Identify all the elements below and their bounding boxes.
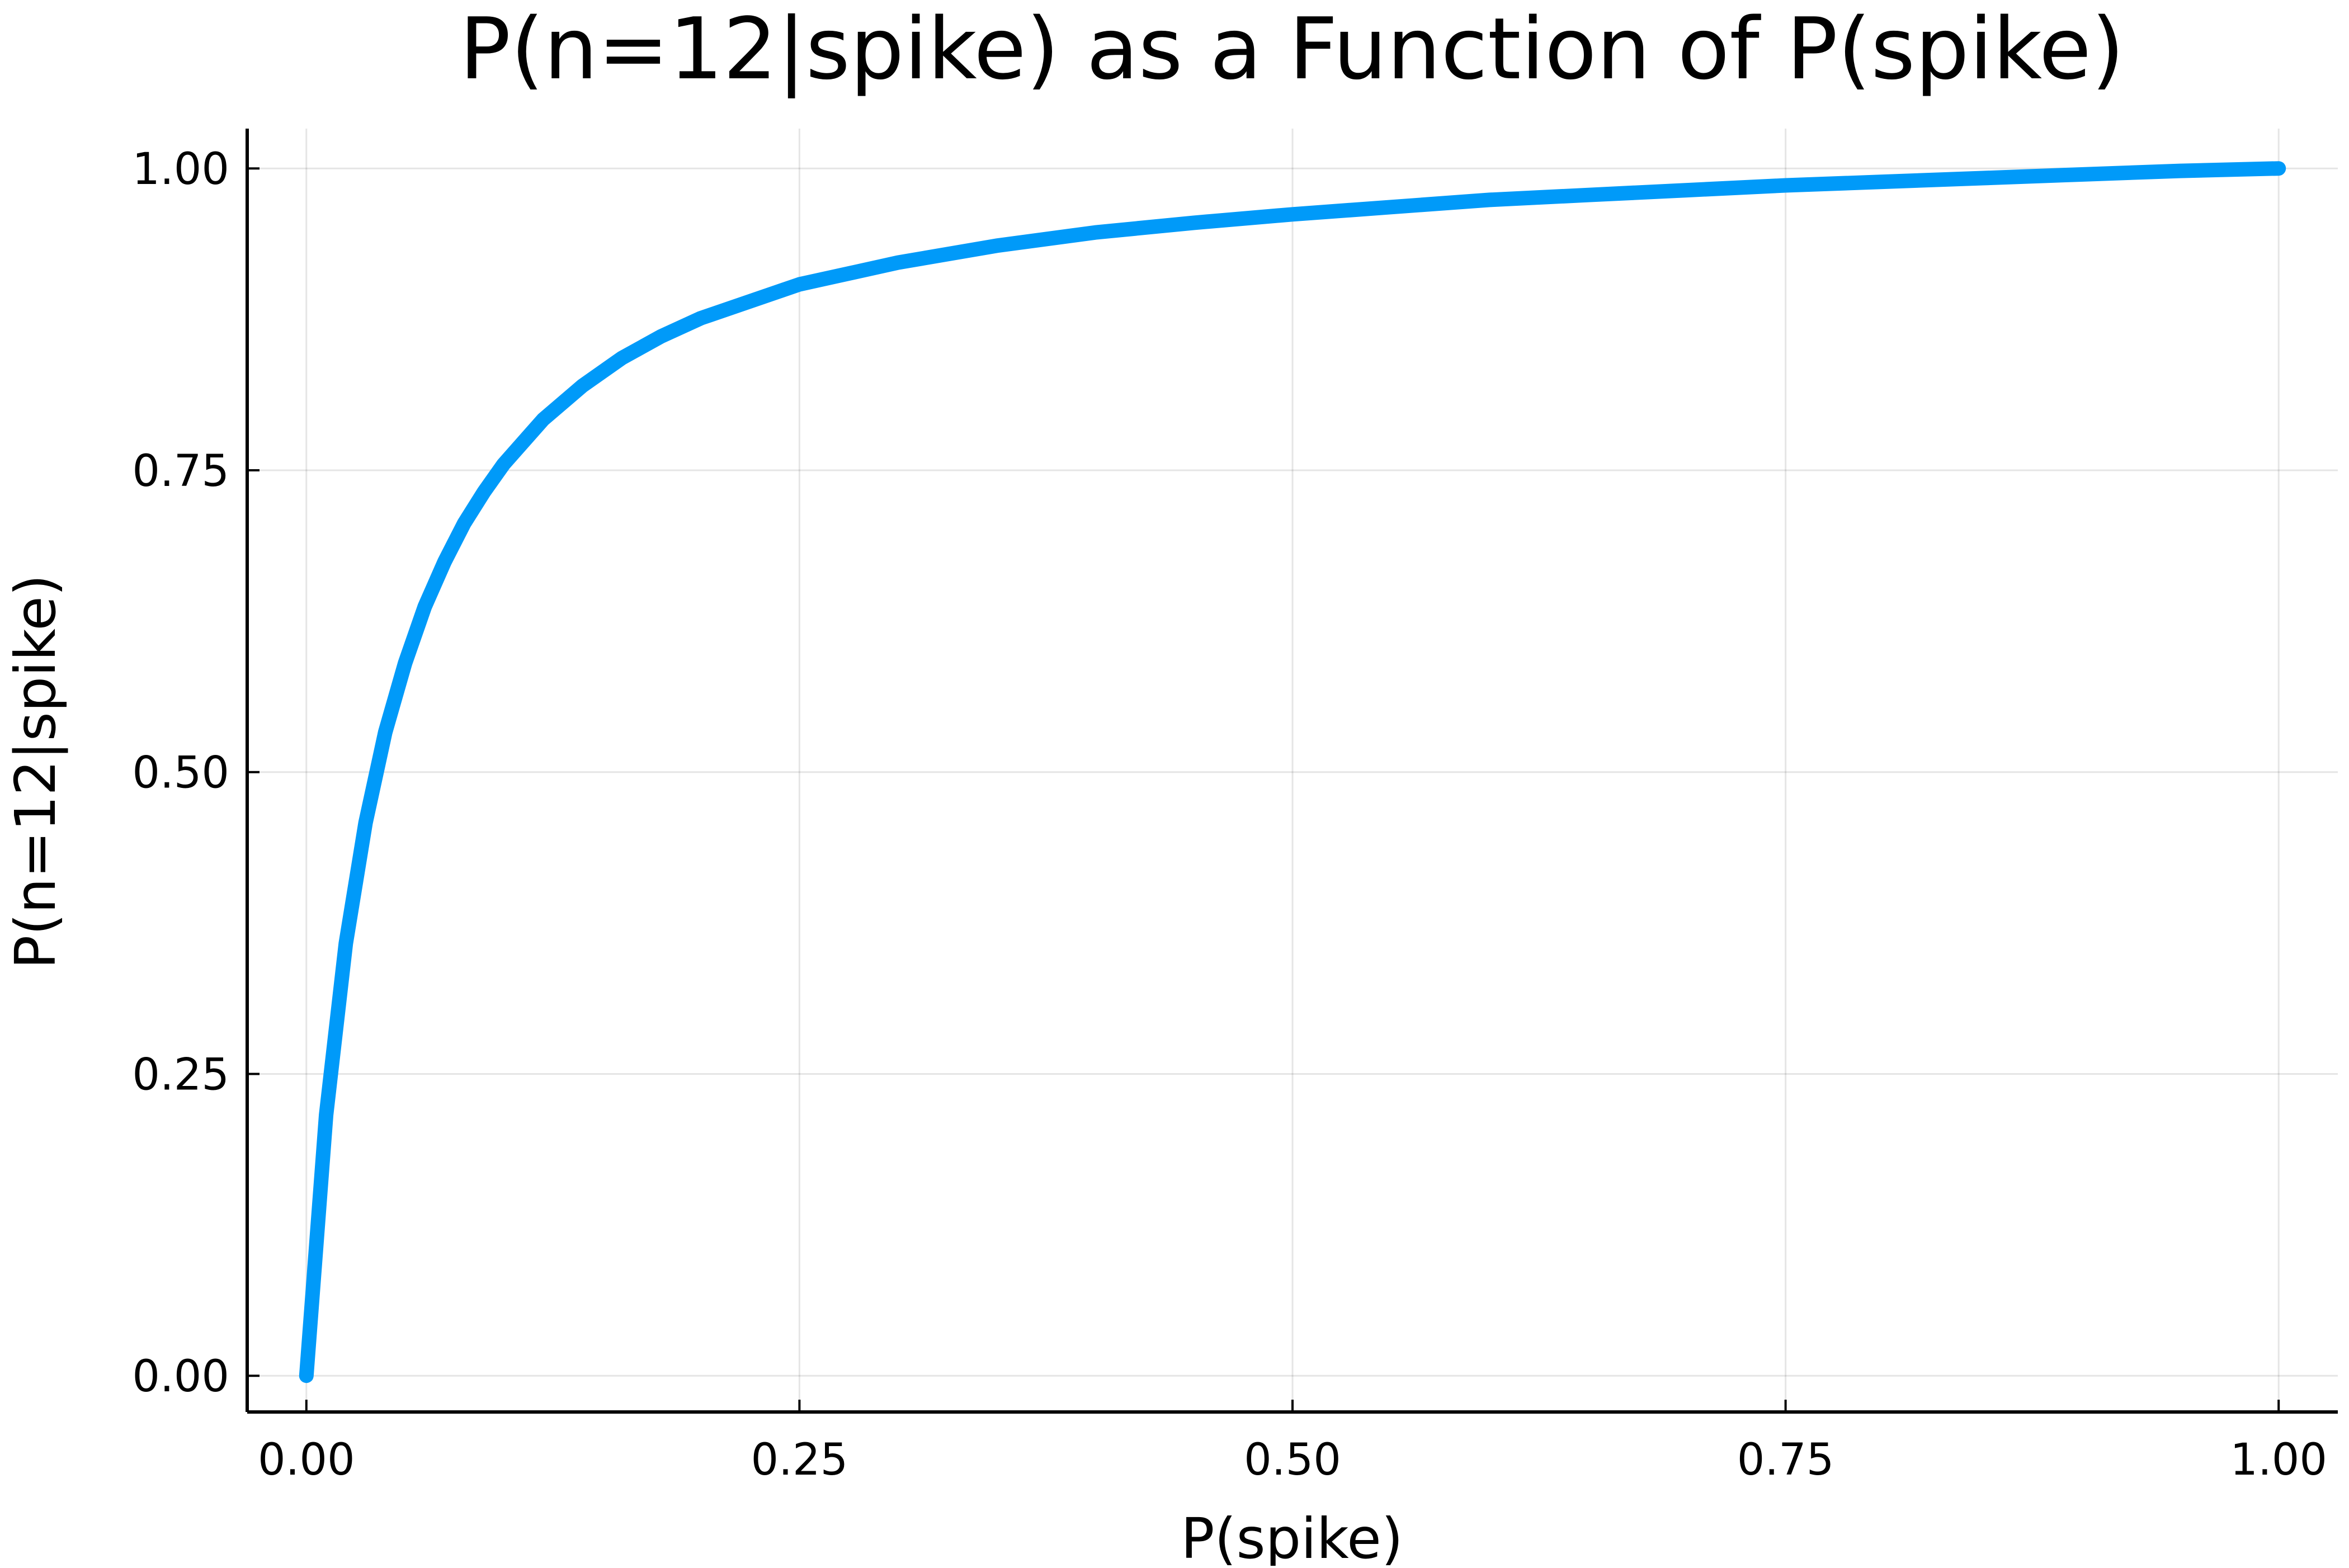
chart-title: P(n=12|spike) as a Function of P(spike) (460, 0, 2125, 98)
grid-layer (247, 129, 2338, 1412)
x-tick-label: 0.00 (258, 1435, 355, 1485)
x-tick-label: 1.00 (2230, 1435, 2327, 1485)
y-tick-label: 0.50 (132, 748, 229, 799)
x-axis-label: P(spike) (1181, 1506, 1403, 1566)
ticks-layer: 0.00 0.25 0.50 0.75 1.00 0.00 0.25 0.50 0.75 1.00 (132, 144, 2327, 1485)
y-tick-label: 0.75 (132, 446, 229, 497)
y-axis-label: P(n=12|spike) (3, 574, 68, 969)
x-tick-label: 0.50 (1244, 1435, 1341, 1485)
y-tick-label: 0.25 (132, 1050, 229, 1100)
series-layer (299, 161, 2286, 1383)
y-tick-label: 0.00 (132, 1352, 229, 1402)
y-tick-label: 1.00 (132, 144, 229, 195)
x-tick-label: 0.25 (751, 1435, 848, 1485)
series-line-0 (299, 161, 2286, 1383)
x-tick-label: 0.75 (1737, 1435, 1834, 1485)
